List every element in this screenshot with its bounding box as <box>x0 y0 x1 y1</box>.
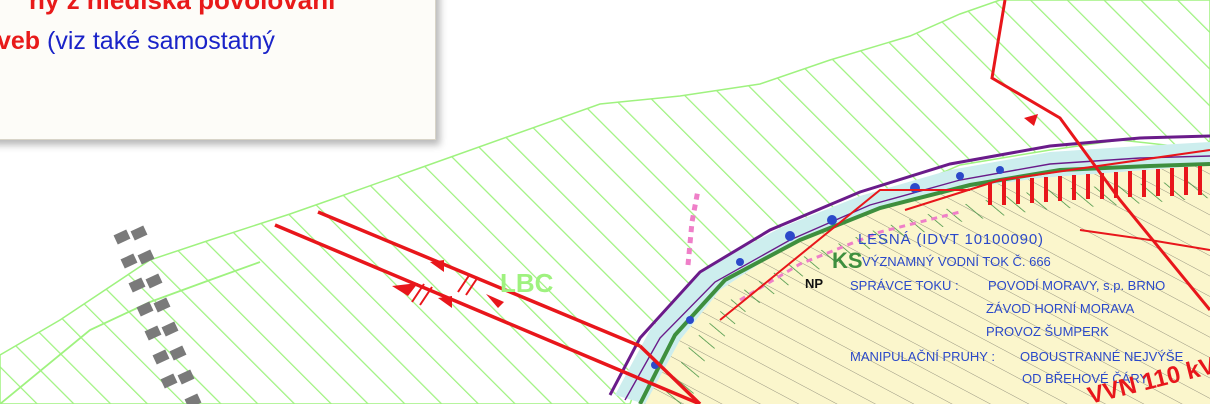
boundary-purple-line <box>608 134 1210 396</box>
red-arrow-markers <box>392 260 504 308</box>
boundary-purple-inner <box>624 155 1210 401</box>
red-line-west-a <box>274 223 701 404</box>
callout-line-2-rest: (viz také samostatný <box>40 27 275 55</box>
biocorridor-lower-outline <box>0 261 261 404</box>
red-line-east-2 <box>1079 229 1210 251</box>
ks-label: KS <box>832 248 863 273</box>
administrator-line-1: POVODÍ MORAVY, s.p. BRNO <box>988 278 1165 293</box>
red-stripe-band <box>988 166 1202 205</box>
grey-dashed-road <box>113 225 202 404</box>
red-line-north <box>990 0 1210 311</box>
callout-line-2-bold: veb <box>0 27 41 55</box>
strips-line-2: OD BŘEHOVÉ ČÁRY <box>1022 371 1149 386</box>
strips-line-1: OBOUSTRANNÉ NEJVÝŠE <box>1020 349 1184 364</box>
red-line-west-b <box>317 210 641 348</box>
pink-dashed-line <box>739 210 961 302</box>
red-line-west-c <box>638 344 702 404</box>
stream-bank-dark-hatch <box>660 180 1210 404</box>
lbc-label: LBC <box>500 268 554 298</box>
administrator-label: SPRÁVCE TOKU : <box>850 278 959 293</box>
stream-name-label: LESNÁ (IDVT 10100090) <box>858 231 1043 248</box>
strips-label: MANIPULAČNÍ PRUHY : <box>850 349 995 364</box>
np-label: NP <box>805 276 823 291</box>
red-line-diagonal <box>719 189 970 321</box>
stream-significance-label: VÝZNAMNÝ VODNÍ TOK Č. 666 <box>862 254 1051 269</box>
callout-line-2: veb (viz také samostatný <box>0 27 275 56</box>
info-callout-box: ny z hlediska povolování veb (viz také s… <box>0 0 436 140</box>
red-tick-marks <box>411 273 479 306</box>
callout-line-1: ny z hlediska povolování <box>29 0 336 15</box>
administrator-line-2: ZÁVOD HORNÍ MORAVA <box>986 301 1135 316</box>
red-line-east <box>904 149 1210 211</box>
administrator-line-3: PROVOZ ŠUMPERK <box>986 324 1109 339</box>
red-line-north-arrow <box>1024 114 1038 126</box>
field-thin-hatch <box>640 165 1210 404</box>
pink-dashed-vertical <box>685 189 701 266</box>
